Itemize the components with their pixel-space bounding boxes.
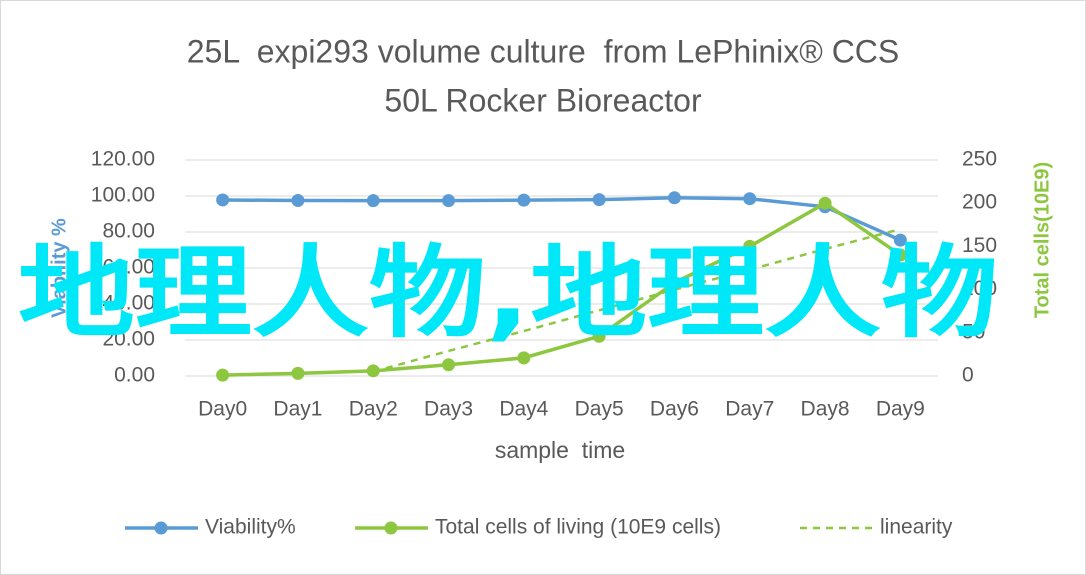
legend-marker [154, 521, 168, 535]
data-point [517, 193, 531, 207]
y2-tick-label: 50 [962, 320, 985, 343]
data-point [743, 192, 757, 206]
y-tick-label: 40.00 [102, 292, 155, 315]
data-point [592, 193, 606, 207]
series-line [222, 196, 902, 242]
data-point [667, 276, 681, 290]
x-tick-label: Day2 [349, 398, 398, 421]
data-point [366, 194, 380, 208]
y-tick-label: 20.00 [102, 328, 155, 351]
chart-title: 25L expi293 volume culture from LePhinix… [187, 33, 900, 69]
legend-marker [384, 521, 398, 535]
series-line [222, 201, 902, 377]
legend-label: Viability% [205, 516, 296, 539]
y2-tick-label: 150 [962, 234, 997, 257]
data-point [216, 193, 230, 207]
y2-tick-label: 250 [962, 148, 997, 171]
x-tick-label: Day6 [650, 398, 699, 421]
series-line [372, 227, 901, 373]
data-point [291, 194, 305, 207]
data-point [442, 194, 456, 208]
x-tick-label: Day8 [801, 398, 850, 421]
y2-axis-title: Total cells(10E9) [1031, 162, 1053, 318]
watermark: 地理人物,地理人物 [18, 234, 998, 351]
data-point [517, 351, 531, 365]
x-tick-label: Day5 [575, 398, 624, 421]
data-point [291, 366, 305, 380]
chart-title: 50L Rocker Bioreactor [384, 82, 702, 118]
x-tick-label: Day3 [424, 398, 473, 421]
legend-label: Total cells of living (10E9 cells) [435, 516, 721, 539]
data-point [743, 239, 757, 253]
data-point [442, 358, 456, 372]
y-tick-label: 60.00 [102, 256, 155, 279]
y-tick-label: 120.00 [91, 148, 155, 171]
data-point [667, 191, 681, 205]
x-tick-label: Day0 [198, 398, 247, 421]
legend-label: linearity [880, 516, 953, 539]
y-tick-label: 0.00 [114, 364, 155, 387]
y-axis-title: Viability % [48, 218, 70, 318]
data-point [592, 329, 606, 343]
x-tick-label: Day7 [725, 398, 774, 421]
x-axis-title: sample time [495, 437, 625, 463]
data-point [216, 368, 230, 382]
y-tick-label: 100.00 [91, 184, 155, 207]
y2-tick-label: 200 [962, 191, 997, 214]
data-point [893, 248, 907, 262]
x-tick-label: Day4 [499, 398, 548, 421]
x-tick-label: Day9 [876, 398, 925, 421]
y-tick-label: 80.00 [102, 220, 155, 243]
y2-tick-label: 0 [962, 364, 974, 387]
data-point [818, 196, 832, 210]
data-point [893, 233, 907, 247]
y2-tick-label: 100 [962, 277, 997, 300]
x-tick-label: Day1 [273, 398, 322, 421]
